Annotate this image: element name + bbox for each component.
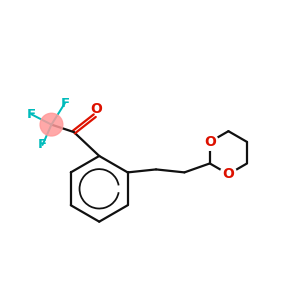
Circle shape (40, 113, 63, 136)
Text: O: O (90, 102, 102, 116)
Text: O: O (204, 135, 216, 149)
Text: F: F (60, 97, 70, 110)
Text: O: O (223, 167, 234, 181)
Text: F: F (27, 108, 36, 121)
Circle shape (201, 134, 218, 150)
Text: F: F (38, 138, 47, 152)
Circle shape (220, 166, 237, 182)
